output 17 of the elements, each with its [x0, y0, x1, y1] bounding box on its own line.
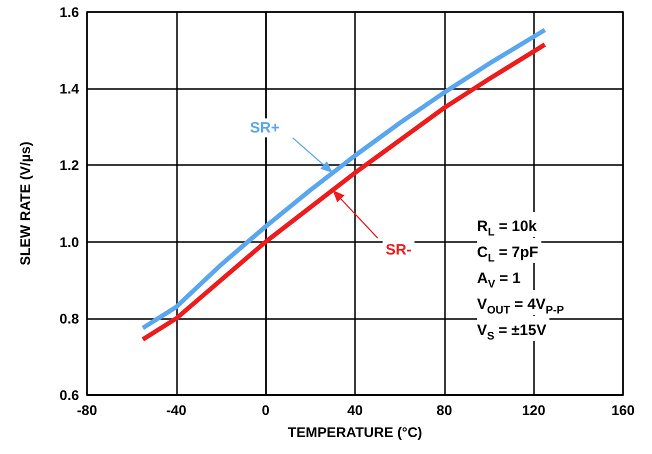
y-tick-label: 1.4 — [60, 80, 80, 97]
x-tick-label: -80 — [76, 402, 98, 418]
y-tick-label: 0.6 — [60, 387, 80, 403]
y-axis-title: SLEW RATE (V/µs) — [17, 142, 33, 266]
x-tick-label: 40 — [347, 402, 363, 418]
y-tick-label: 1.6 — [60, 4, 80, 20]
x-tick-label: -40 — [166, 402, 187, 418]
x-tick-label: 80 — [436, 402, 452, 418]
text: SR+ — [250, 119, 280, 136]
x-tick-label: 0 — [262, 402, 270, 418]
x-tick-label: 160 — [611, 402, 635, 418]
y-tick-label: 1.2 — [60, 157, 80, 174]
x-axis-title: TEMPERATURE (°C) — [288, 424, 422, 440]
x-tick-label: 120 — [522, 402, 546, 418]
y-tick-label: 1.0 — [60, 234, 80, 250]
text: SR- — [386, 242, 412, 259]
y-tick-label: 0.8 — [60, 310, 80, 326]
